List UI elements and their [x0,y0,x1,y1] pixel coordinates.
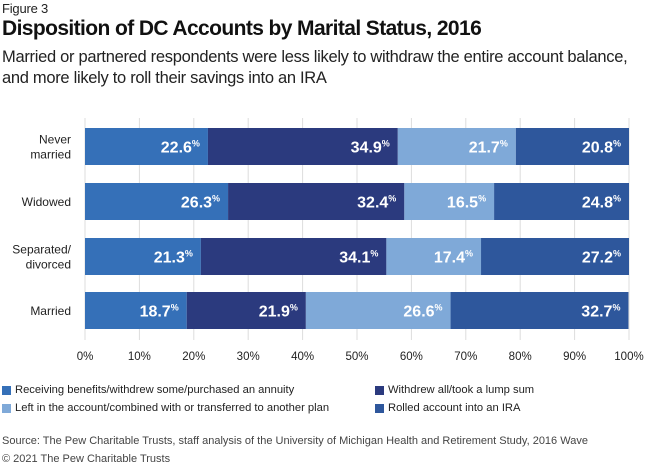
x-axis-ticks: 0% 10% 20% 30% 40% 50% 60% 70% 80% 90% 100% [77,351,644,363]
legend-swatch [375,403,384,413]
category-label: divorced [26,258,71,272]
legend-item: Left in the account/combined with or tra… [2,402,329,414]
data-label: 16.5% [447,194,486,212]
legend-item: Rolled account into an IRA [375,402,520,414]
data-label: 22.6% [161,139,200,157]
legend-label: Rolled account into an IRA [388,402,521,414]
x-tick-label: 90% [563,351,586,363]
bar-segment [228,183,405,220]
bar-segment [186,292,306,329]
category-label: Married [30,304,71,318]
stacked-bar-chart: 22.6% 34.9% 21.7% 20.8% 26.3% 32.4% 16.5% 24.8%… [12,118,644,363]
data-labels: 22.6% 34.9% 21.7% 20.8% 26.3% 32.4% 16.5% 24.8%… [140,139,621,321]
category-label: Never [39,133,71,147]
x-tick-label: 100% [614,351,643,363]
data-label: 32.4% [357,194,396,212]
legend-item: Receiving benefits/withdrew some/purchas… [2,384,294,396]
bar-segment [515,128,629,165]
data-label: 26.3% [181,194,220,212]
data-label: 21.7% [469,139,508,157]
bar-segment [494,183,629,220]
data-label: 21.3% [154,249,193,267]
data-label: 26.6% [403,303,442,321]
legend-label: Withdrew all/took a lump sum [388,384,535,396]
bar-segment [404,183,495,220]
data-label: 21.9% [259,303,298,321]
x-tick-label: 10% [128,351,151,363]
data-label: 17.4% [434,249,473,267]
legend-swatch [375,385,384,395]
data-label: 34.1% [339,249,378,267]
legend-swatch [2,385,11,395]
bar-segment [481,238,629,275]
category-label: Separated/ [12,243,71,257]
chart-title: Disposition of DC Accounts by Marital St… [2,17,482,40]
legend-item: Withdrew all/took a lump sum [375,384,534,396]
bar-segment [207,128,398,165]
category-label: married [30,148,71,162]
x-tick-label: 0% [77,351,94,363]
data-label: 32.7% [581,303,620,321]
copyright: © 2021 The Pew Charitable Trusts [2,453,171,465]
bar-segment [386,238,482,275]
data-label: 24.8% [582,194,621,212]
x-tick-label: 70% [454,351,477,363]
figure-label: Figure 3 [2,1,49,16]
legend-label: Receiving benefits/withdrew some/purchas… [15,384,295,396]
data-label: 27.2% [582,249,621,267]
data-label: 20.8% [582,139,621,157]
bar-segment [305,292,451,329]
bar-segment [85,292,187,329]
legend-swatch [2,403,11,413]
legend-label: Left in the account/combined with or tra… [15,402,330,414]
x-tick-label: 40% [291,351,314,363]
bars [85,128,629,329]
data-label: 18.7% [140,303,179,321]
bar-segment [450,292,629,329]
bar-segment [200,238,387,275]
x-tick-label: 20% [182,351,205,363]
data-label: 34.9% [351,139,390,157]
x-tick-label: 30% [237,351,260,363]
bar-segment [85,238,201,275]
x-tick-label: 50% [345,351,368,363]
bar-segment [397,128,516,165]
bar-segment [85,183,229,220]
chart-subtitle: Married or partnered respondents were le… [2,48,628,87]
source-note: Source: The Pew Charitable Trusts, staff… [2,435,588,447]
bar-segment [85,128,208,165]
x-tick-label: 80% [509,351,532,363]
category-label: Widowed [22,195,71,209]
x-tick-label: 60% [400,351,423,363]
